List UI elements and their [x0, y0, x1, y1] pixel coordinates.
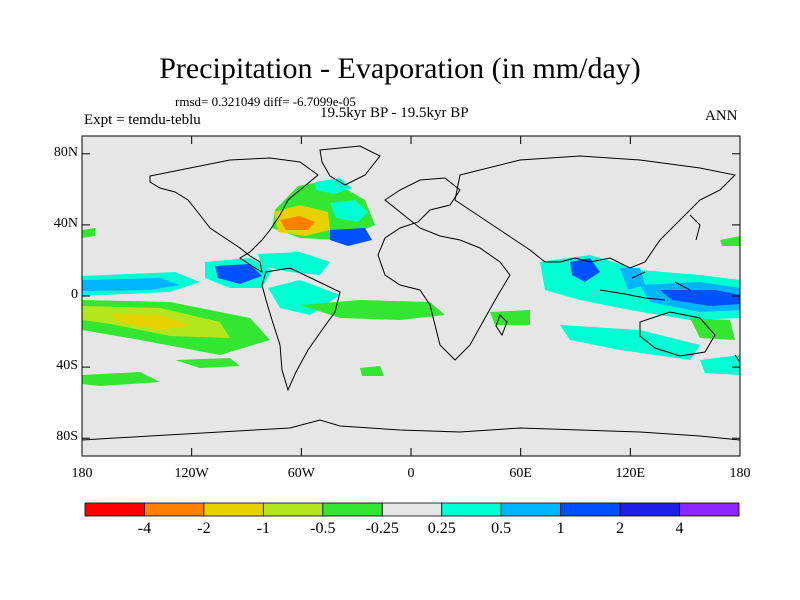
colorbar-label: -4 — [137, 520, 152, 537]
x-tick-label: 120E — [615, 466, 646, 481]
contour-swpac — [690, 318, 735, 340]
x-tick-label: 0 — [407, 466, 415, 481]
contour-cp-2 — [215, 264, 262, 284]
period-label: 19.5kyr BP - 19.5kyr BP — [320, 105, 469, 121]
coast-south-america — [261, 267, 341, 392]
coast-antarctica — [82, 419, 740, 441]
coast-asia — [454, 155, 737, 269]
contour-so-4 — [700, 355, 740, 375]
contour-so-1 — [82, 372, 160, 386]
colorbar-box — [322, 502, 383, 517]
y-tick-label: 0 — [71, 287, 78, 302]
page-title: Precipitation - Evaporation (in mm/day) — [159, 52, 641, 85]
coast-north-america — [149, 157, 319, 274]
colorbar-box — [84, 502, 145, 517]
colorbar-label: 0.5 — [491, 520, 512, 537]
contour-io-5 — [620, 268, 645, 290]
contour-sp-3 — [110, 314, 190, 330]
coastlines — [82, 145, 740, 441]
contour-npac — [82, 228, 95, 238]
colorbar-box — [203, 502, 264, 517]
colorbar-label: -2 — [197, 520, 211, 537]
colorbar-label: 1 — [556, 520, 565, 537]
coast-japan — [689, 214, 701, 241]
contour-natl-6 — [330, 228, 372, 246]
colorbar-label: -0.5 — [310, 520, 336, 537]
coast-greenland — [319, 145, 381, 186]
stats-text: rmsd= 0.321049 diff= -6.7099e-05 — [175, 94, 356, 109]
season-label: ANN — [705, 108, 738, 124]
colorbar-box — [500, 502, 562, 517]
contour-natl-4 — [330, 200, 368, 222]
colorbar-box — [381, 502, 443, 517]
coast-indonesia — [599, 271, 691, 301]
x-tick-label: 120W — [174, 466, 209, 481]
experiment-label: Expt = temdu-teblu — [84, 112, 201, 128]
colorbar-box — [619, 502, 680, 517]
colorbar-box — [144, 502, 205, 517]
contour-io-4 — [570, 258, 600, 282]
contour-io-3 — [660, 290, 740, 306]
contour-pac-band-inner — [82, 278, 180, 291]
y-tick-label: 40N — [53, 215, 78, 231]
x-tick-label: 60E — [509, 466, 532, 481]
coast-australia — [639, 311, 716, 357]
y-tick-label: 40S — [56, 358, 78, 374]
contour-so-3 — [360, 366, 384, 376]
colorbar-label: -0.25 — [365, 520, 399, 537]
colorbar-label: 2 — [616, 520, 625, 537]
coast-new-zealand — [734, 354, 740, 363]
colorbar-label: 0.25 — [427, 520, 456, 537]
colorbar-label: 4 — [675, 520, 684, 537]
contour-madag — [490, 310, 530, 325]
colorbar-box — [441, 502, 502, 517]
contour-npac-e — [720, 236, 740, 246]
contour-natl-5 — [315, 178, 352, 194]
y-tick-label: 80N — [53, 144, 78, 160]
y-tick-label: 80S — [56, 429, 78, 445]
colorbar-box — [262, 502, 324, 517]
x-tick-label: 60W — [287, 466, 315, 481]
contour-natl-3 — [280, 216, 315, 230]
colorbar-label: -1 — [256, 520, 271, 537]
colorbar — [84, 502, 740, 517]
colorbar-box — [679, 502, 740, 517]
x-tick-label: 180 — [71, 466, 93, 481]
contour-carib — [258, 252, 330, 275]
x-tick-label: 180 — [729, 466, 751, 481]
coast-madagascar — [495, 314, 508, 337]
contour-fills — [82, 178, 740, 386]
axis-ticks — [81, 136, 741, 456]
contour-so-2 — [175, 358, 240, 368]
colorbar-box — [560, 502, 621, 517]
